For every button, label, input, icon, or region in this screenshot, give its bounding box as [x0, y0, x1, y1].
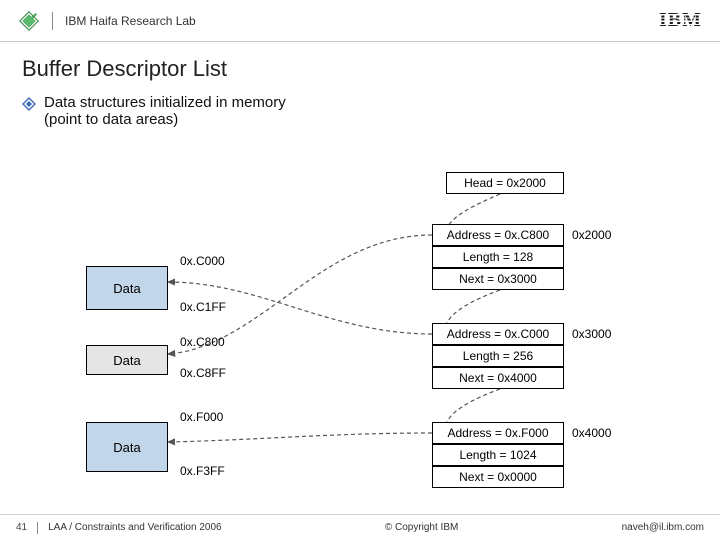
- desc2-length: Length = 256: [432, 345, 564, 367]
- lab-name: IBM Haifa Research Lab: [65, 14, 196, 28]
- bullet-line2: (point to data areas): [44, 111, 178, 128]
- diagram-area: Head = 0x2000 Address = 0x.C800 Length =…: [0, 132, 720, 552]
- data1-start: 0x.C000: [180, 254, 225, 268]
- data1-end: 0x.C1FF: [180, 300, 226, 314]
- footer-left: LAA / Constraints and Verification 2006: [48, 522, 221, 533]
- desc3-length: Length = 1024: [432, 444, 564, 466]
- footer-divider: [37, 522, 38, 534]
- desc2-address: Address = 0x.C000: [432, 323, 564, 345]
- desc2-next: Next = 0x4000: [432, 367, 564, 389]
- slide-header: IBM Haifa Research Lab IBM: [0, 0, 720, 42]
- bullet-item: Data structures initialized in memory (p…: [0, 90, 720, 132]
- diamond-bullet-icon: [22, 97, 36, 111]
- data2-end: 0x.C8FF: [180, 366, 226, 380]
- data3-end: 0x.F3FF: [180, 464, 225, 478]
- desc1-side-label: 0x2000: [572, 228, 611, 242]
- desc3-next: Next = 0x0000: [432, 466, 564, 488]
- page-number: 41: [16, 522, 27, 533]
- footer-center: © Copyright IBM: [222, 522, 622, 533]
- desc1-address: Address = 0x.C800: [432, 224, 564, 246]
- bullet-text: Data structures initialized in memory (p…: [44, 94, 286, 128]
- desc1-next: Next = 0x3000: [432, 268, 564, 290]
- slide-footer: 41 LAA / Constraints and Verification 20…: [0, 514, 720, 540]
- desc3-address: Address = 0x.F000: [432, 422, 564, 444]
- header-divider: [52, 12, 53, 30]
- hrl-logo-icon: [18, 10, 40, 32]
- page-title: Buffer Descriptor List: [0, 42, 720, 90]
- bullet-line1: Data structures initialized in memory: [44, 94, 286, 111]
- connectors-svg: [0, 132, 720, 552]
- desc3-side-label: 0x4000: [572, 426, 611, 440]
- head-box: Head = 0x2000: [446, 172, 564, 194]
- desc2-side-label: 0x3000: [572, 327, 611, 341]
- data-block-1: Data: [86, 266, 168, 310]
- data3-start: 0x.F000: [180, 410, 223, 424]
- ibm-logo: IBM: [659, 9, 702, 32]
- data-block-2: Data: [86, 345, 168, 375]
- footer-right: naveh@il.ibm.com: [622, 522, 704, 533]
- data-block-3: Data: [86, 422, 168, 472]
- data2-start: 0x.C800: [180, 335, 225, 349]
- desc1-length: Length = 128: [432, 246, 564, 268]
